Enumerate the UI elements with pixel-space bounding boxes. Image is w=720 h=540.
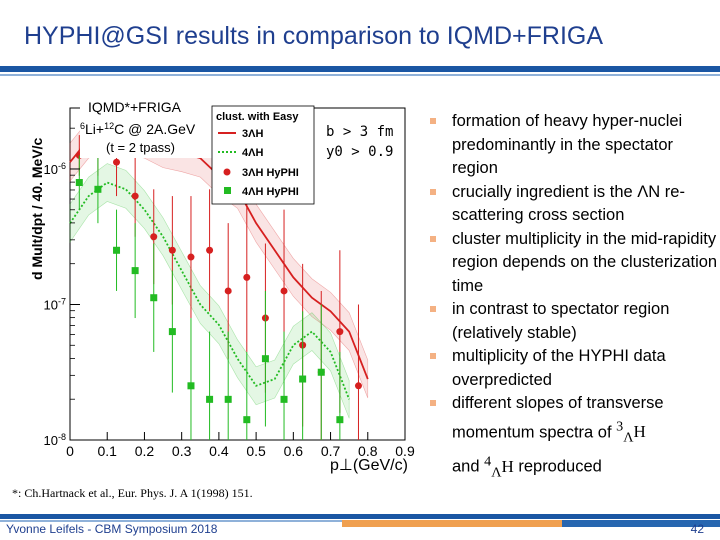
bullet-item: cluster multiplicity in the mid-rapidity… — [428, 228, 718, 299]
y-tick-label: 10-7 — [44, 296, 66, 312]
bullet-marker — [430, 118, 436, 124]
data-point-h4 — [131, 267, 139, 275]
bullet-marker — [430, 306, 436, 312]
annotation-system-part: C @ 2A.GeV — [114, 121, 196, 137]
data-point-h4 — [150, 294, 158, 302]
top-divider-thin — [0, 74, 720, 76]
y-tick-exp: -7 — [58, 296, 66, 306]
page-number: 42 — [690, 522, 704, 536]
legend-entry-h3-data: 3ΛH HyPHI — [242, 167, 299, 179]
bullet-item: different slopes of transverse momentum … — [428, 392, 718, 485]
legend-marker-h4-data — [224, 187, 231, 194]
footnote: *: Ch.Hartnack et al., Eur. Phys. J. A 1… — [12, 486, 253, 500]
y-tick-label: 10-8 — [44, 432, 66, 448]
cut-notes: b > 3 fm y0 > 0.9 — [326, 122, 393, 162]
y-tick-base: 10 — [44, 433, 58, 448]
data-point-h4 — [206, 395, 214, 403]
annotation-system-part: Li+ — [85, 121, 104, 137]
bullet-item: formation of heavy hyper-nuclei predomin… — [428, 110, 718, 181]
legend-entry-h4: 4ΛH — [242, 147, 263, 159]
y-axis-ticks: 10-610-710-8 — [44, 127, 80, 448]
bullet-marker — [430, 353, 436, 359]
data-point-h3 — [113, 158, 121, 166]
legend-header: clust. with Easy — [216, 111, 299, 123]
data-point-h3 — [280, 287, 288, 295]
annotation-system-part: 12 — [104, 121, 114, 131]
x-tick-label: 0.2 — [135, 443, 155, 459]
data-point-h4 — [187, 382, 195, 390]
data-point-h3 — [243, 273, 251, 281]
impact-cut: b > 3 fm — [326, 124, 394, 140]
data-point-h3 — [131, 192, 139, 200]
x-tick-label: 0.5 — [246, 443, 266, 459]
x-axis-ticks: 0 0.1 0.2 0.3 0.4 0.5 0.6 0.7 0.8 0.9 — [66, 432, 415, 459]
legend-marker-h3-data — [223, 168, 231, 176]
annotation-model: IQMD*+FRIGA — [88, 99, 182, 115]
data-point-h3 — [224, 287, 232, 295]
y-axis-label: d Mult/dpt / 40. MeV/c — [29, 137, 45, 280]
hypertriton-symbol: 3ΛH — [616, 418, 646, 446]
x-tick-label: 0.1 — [97, 443, 117, 459]
x-tick-label: 0.4 — [209, 443, 229, 459]
data-point-h3 — [336, 328, 344, 336]
annotation-system-text: 6Li+12C @ 2A.GeV — [80, 121, 196, 137]
data-point-h4 — [243, 416, 251, 424]
rapidity-cut: y0 > 0.9 — [326, 144, 394, 160]
top-divider — [0, 66, 720, 72]
bottom-divider-thin — [0, 520, 342, 522]
data-point-h4 — [299, 375, 307, 383]
x-tick-label: 0.8 — [358, 443, 378, 459]
x-tick-label: 0.9 — [395, 443, 415, 459]
data-point-h4 — [317, 368, 325, 376]
data-point-h4 — [75, 179, 83, 187]
point-layer — [75, 121, 362, 440]
bullet-list: formation of heavy hyper-nuclei predomin… — [428, 110, 718, 485]
x-tick-label: 0.6 — [284, 443, 304, 459]
author-footer: Yvonne Leifels - CBM Symposium 2018 — [6, 522, 218, 536]
annotation-system: 6Li+12C @ 2A.GeV — [80, 121, 196, 137]
x-tick-label: 0.7 — [321, 443, 341, 459]
bullet-marker — [430, 400, 436, 406]
data-point-h4 — [168, 328, 176, 336]
legend-entry-h4-data: 4ΛH HyPHI — [242, 186, 299, 198]
data-point-h3 — [354, 382, 362, 390]
legend-entry-h3: 3ΛH — [242, 128, 263, 140]
x-tick-label: 0 — [66, 443, 74, 459]
bottom-divider — [0, 514, 720, 519]
y-tick-exp: -6 — [58, 161, 66, 171]
y-tick-exp: -8 — [58, 432, 66, 442]
data-point-h3 — [187, 253, 195, 261]
bullet-item: crucially ingredient is the ΛN re-scatte… — [428, 181, 718, 228]
y-tick-base: 10 — [44, 297, 58, 312]
y-tick-base: 10 — [44, 162, 58, 177]
data-point-h3 — [168, 246, 176, 254]
slide-title: HYPHI@GSI results in comparison to IQMD+… — [24, 22, 604, 50]
pt-spectrum-chart: 0 0.1 0.2 0.3 0.4 0.5 0.6 0.7 0.8 0.9 10-610-710-… — [29, 96, 415, 474]
bullet-marker — [430, 235, 436, 242]
annotation-box — [80, 96, 212, 158]
data-point-h4 — [261, 355, 269, 363]
annotation-time: (t = 2 tpass) — [106, 140, 175, 155]
bullet-item: multiplicity of the HYPHI data overpredi… — [428, 345, 718, 392]
hyperhydrogen4-symbol: 4ΛH — [484, 453, 514, 481]
data-point-h3 — [206, 246, 214, 254]
data-point-h4 — [113, 246, 121, 254]
annotation-system-part: 6 — [80, 121, 85, 131]
x-axis-label: p⊥(GeV/c) — [330, 457, 408, 474]
data-point-h4 — [224, 395, 232, 403]
chart-root: 0 0.1 0.2 0.3 0.4 0.5 0.6 0.7 0.8 0.9 10-610-710-… — [29, 96, 415, 474]
bullet-item: in contrast to spectator region (relativ… — [428, 298, 718, 345]
x-tick-label: 0.3 — [172, 443, 192, 459]
data-point-h4 — [94, 185, 102, 193]
bullet-marker — [430, 188, 436, 195]
data-point-h4 — [280, 395, 288, 403]
data-point-h3 — [150, 233, 158, 241]
y-tick-label: 10-6 — [44, 161, 66, 177]
bottom-accent-blue — [562, 520, 720, 527]
data-point-h4 — [336, 416, 344, 424]
bottom-accent-orange — [342, 520, 562, 527]
